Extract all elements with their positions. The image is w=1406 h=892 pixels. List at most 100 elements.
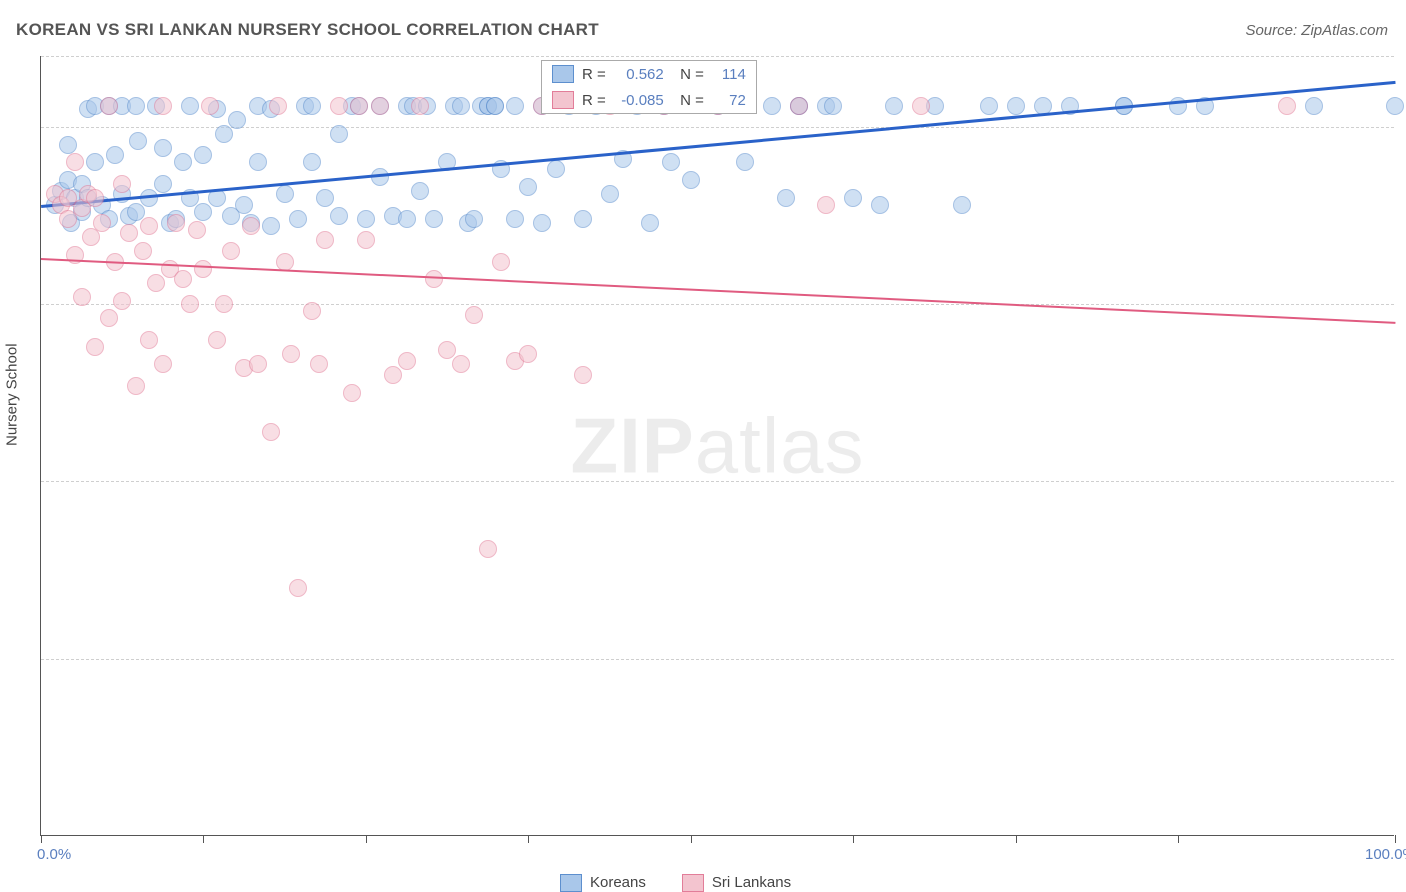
scatter-point [276,253,294,271]
scatter-point [154,139,172,157]
scatter-point [262,423,280,441]
scatter-point [222,242,240,260]
scatter-point [303,153,321,171]
scatter-point [113,292,131,310]
scatter-point [174,270,192,288]
stats-row: R =-0.085 N =72 [542,87,756,113]
x-tick [1395,835,1396,843]
scatter-point [452,97,470,115]
scatter-point [181,97,199,115]
x-tick [691,835,692,843]
chart-title: KOREAN VS SRI LANKAN NURSERY SCHOOL CORR… [16,20,599,40]
scatter-point [201,97,219,115]
scatter-point [140,217,158,235]
stats-n-val: 114 [712,67,746,82]
scatter-point [465,306,483,324]
scatter-point [276,185,294,203]
x-tick-label: 100.0% [1365,846,1406,863]
stats-n-key: N = [672,67,704,82]
scatter-point [425,270,443,288]
scatter-point [194,203,212,221]
scatter-point [194,146,212,164]
scatter-point [384,366,402,384]
scatter-point [330,207,348,225]
scatter-point [59,136,77,154]
legend-swatch [682,874,704,892]
scatter-point [506,210,524,228]
stats-r-val: -0.085 [614,93,664,108]
scatter-point [844,189,862,207]
scatter-point [100,97,118,115]
scatter-point [282,345,300,363]
scatter-point [73,288,91,306]
stats-row: R =0.562 N =114 [542,61,756,87]
gridline [41,481,1394,482]
scatter-point [154,355,172,373]
scatter-point [736,153,754,171]
scatter-point [86,189,104,207]
scatter-point [188,221,206,239]
scatter-point [154,97,172,115]
stats-n-val: 72 [712,93,746,108]
scatter-point [66,153,84,171]
scatter-point [492,253,510,271]
scatter-point [242,217,260,235]
scatter-point [790,97,808,115]
scatter-point [154,175,172,193]
x-tick [853,835,854,843]
gridline [41,127,1394,128]
scatter-point [574,210,592,228]
scatter-point [289,579,307,597]
scatter-point [438,341,456,359]
scatter-point [519,345,537,363]
scatter-point [303,302,321,320]
scatter-point [194,260,212,278]
x-tick [528,835,529,843]
chart-container: KOREAN VS SRI LANKAN NURSERY SCHOOL CORR… [0,0,1406,892]
scatter-point [371,97,389,115]
scatter-point [486,97,504,115]
scatter-point [147,274,165,292]
plot-area: ZIPatlas 85.0%90.0%95.0%100.0%0.0%100.0% [40,56,1394,836]
scatter-point [411,97,429,115]
scatter-point [763,97,781,115]
scatter-point [330,125,348,143]
x-tick [41,835,42,843]
scatter-point [235,196,253,214]
scatter-point [181,295,199,313]
stats-swatch [552,91,574,109]
scatter-point [398,352,416,370]
scatter-point [86,338,104,356]
legend: Koreans Sri Lankans [560,874,791,892]
scatter-point [140,331,158,349]
gridline [41,659,1394,660]
scatter-point [93,214,111,232]
regression-line [41,258,1395,324]
scatter-point [824,97,842,115]
stats-box: R =0.562 N =114R =-0.085 N =72 [541,60,757,114]
scatter-point [350,97,368,115]
scatter-point [310,355,328,373]
scatter-point [262,217,280,235]
scatter-point [1386,97,1404,115]
legend-label: Koreans [590,874,646,891]
scatter-point [465,210,483,228]
scatter-point [316,189,334,207]
scatter-point [215,125,233,143]
stats-n-key: N = [672,93,704,108]
scatter-point [574,366,592,384]
scatter-point [1007,97,1025,115]
scatter-point [547,160,565,178]
watermark: ZIPatlas [570,400,864,491]
scatter-point [208,331,226,349]
legend-label: Sri Lankans [712,874,791,891]
scatter-point [411,182,429,200]
scatter-point [174,153,192,171]
scatter-point [777,189,795,207]
scatter-point [506,97,524,115]
scatter-point [452,355,470,373]
scatter-point [249,153,267,171]
scatter-point [682,171,700,189]
x-tick-label: 0.0% [37,846,71,863]
scatter-point [303,97,321,115]
